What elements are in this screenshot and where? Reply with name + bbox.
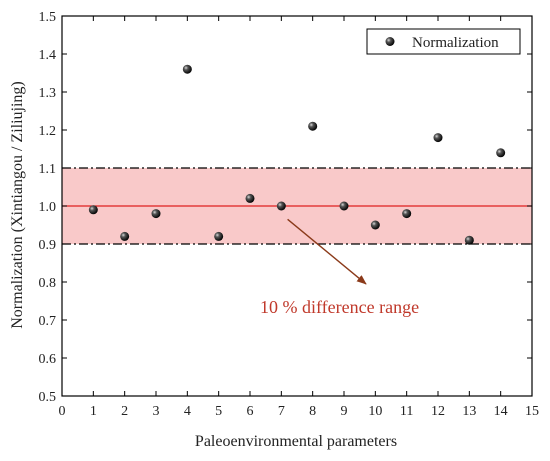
ticks-layer: 0 1 2 3 4 5 6 7 8 9 10 11 12 13 14 150.50.60.70.80.91.0… [39,10,540,419]
y-tick-label: 1.3 [39,86,57,101]
legend-marker [385,37,395,46]
data-point [276,201,286,211]
y-tick-label: 1.1 [39,162,57,177]
x-tick-label: 1 [90,404,97,419]
data-point [496,148,506,158]
data-point [182,64,192,74]
x-tick-label: 0 [59,404,66,419]
x-tick-label: 11 [400,404,413,419]
data-point [308,121,318,131]
x-tick-label: 7 [278,404,285,419]
data-point [151,209,161,219]
x-tick-label: 12 [431,404,445,419]
data-point [245,193,255,203]
data-points-layer [88,64,506,245]
annotation-arrow [287,218,367,285]
y-tick-label: 1.0 [39,200,57,215]
data-point [88,205,98,215]
x-tick-label: 4 [184,404,191,419]
data-point [370,220,380,230]
y-tick-label: 0.7 [39,314,57,329]
x-axis-title: Paleoenvironmental parameters [195,433,397,450]
x-tick-label: 2 [121,404,128,419]
x-tick-label: 6 [247,404,254,419]
data-point [120,231,130,241]
x-tick-label: 8 [309,404,316,419]
y-tick-label: 0.8 [39,276,57,291]
y-tick-label: 1.2 [39,124,57,139]
annotation-label: 10 % difference range [260,297,419,317]
y-tick-label: 0.9 [39,238,57,253]
data-point [214,231,224,241]
y-tick-label: 1.4 [39,48,57,63]
y-axis-title: Normalization (Xintiangou / Ziliujing) [9,81,26,329]
x-tick-label: 5 [215,404,222,419]
y-tick-label: 0.5 [39,390,57,405]
data-point [464,235,474,245]
data-point [433,133,443,143]
x-tick-label: 15 [525,404,539,419]
x-tick-label: 13 [462,404,476,419]
x-tick-label: 9 [341,404,348,419]
y-tick-label: 0.6 [39,352,57,367]
data-point [402,209,412,219]
y-tick-label: 1.5 [39,10,57,25]
legend: Normalization [366,28,521,55]
x-tick-label: 10 [368,404,382,419]
legend-label: Normalization [412,35,499,51]
annotation-layer: 10 % difference range [260,218,419,317]
x-tick-label: 14 [494,404,508,419]
x-tick-label: 3 [153,404,160,419]
data-point [339,201,349,211]
